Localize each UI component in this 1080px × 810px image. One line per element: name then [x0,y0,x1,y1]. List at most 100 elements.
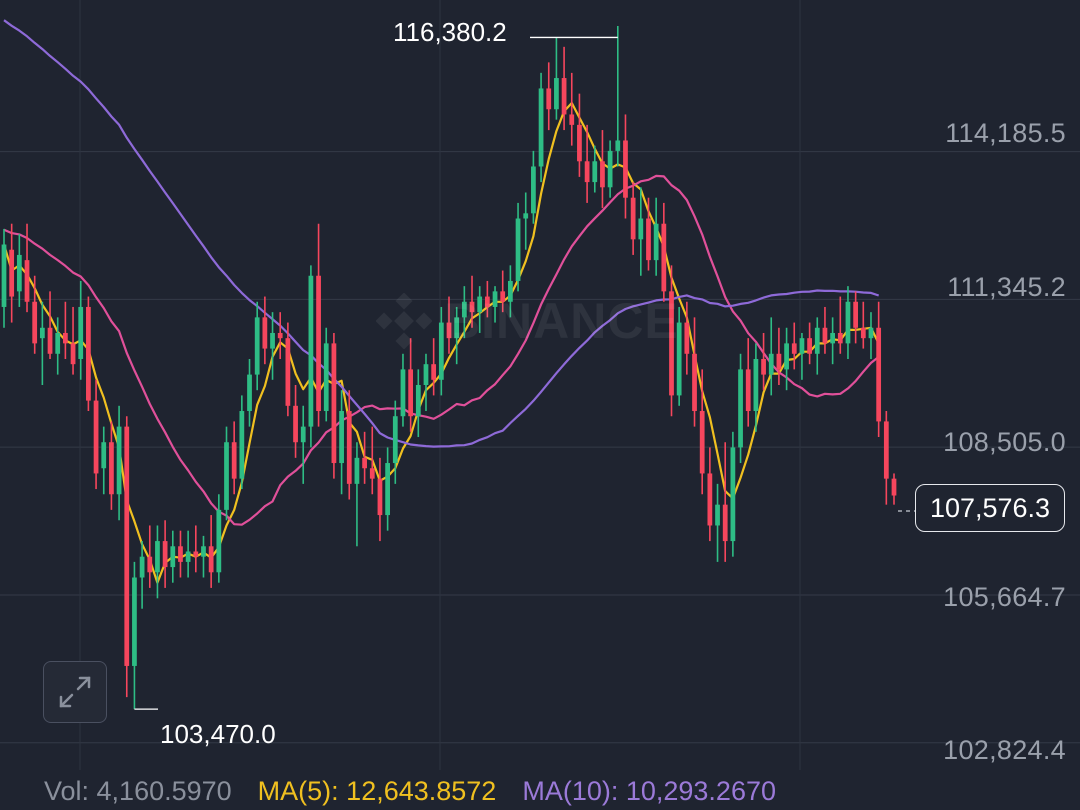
candle [147,525,153,588]
candle [784,327,789,391]
candle [193,525,199,573]
expand-chart-button[interactable] [43,661,107,723]
candle [63,301,68,359]
candle [400,353,406,427]
candlestick-chart[interactable] [0,0,1080,770]
candle [70,306,76,375]
candle [515,202,521,292]
candle-body [231,442,237,479]
candle [392,400,398,484]
candle-body [876,327,882,422]
candle [423,353,429,412]
candle-body [208,546,214,573]
candle [531,150,536,224]
y-tick-label: 111,345.2 [947,272,1066,302]
candle-body [16,254,22,292]
candle [615,26,621,167]
y-tick-label: 108,505.0 [943,427,1066,457]
candle-body [707,473,713,526]
candle-body [492,291,498,307]
candle-body [431,364,437,380]
candle [761,332,766,391]
candle-body [623,140,628,198]
candle [623,114,628,219]
candle [254,301,260,391]
candle [300,405,306,484]
candle-body [354,457,360,484]
candle-body [822,327,828,344]
candle [692,317,697,427]
candle [584,124,590,203]
candle [546,62,552,131]
candle [768,317,774,396]
candle [316,223,321,427]
candle-body [9,249,15,297]
candle [454,306,460,365]
candle [78,280,84,380]
candle-body [185,551,191,562]
candle [346,390,352,500]
candle [492,286,498,323]
candle-body [1,244,7,307]
candle-body [500,291,506,302]
candle [661,202,667,302]
candle [508,265,513,318]
candle-body [254,317,260,375]
candle-body [331,343,337,464]
candle [484,280,490,318]
chart-grid [0,0,1080,770]
candle-body [32,301,38,344]
candle-body [554,78,559,110]
candle [592,145,598,193]
candle-body [423,364,429,385]
expand-arrows-icon [59,676,91,708]
candle-body [638,218,644,240]
candle-body [377,478,383,516]
candle [285,322,291,417]
candle [170,530,176,583]
candle-body [362,457,367,469]
candle [231,421,237,495]
candle [132,561,137,710]
candle [860,301,866,349]
candle-body [139,556,145,578]
candle [438,306,444,396]
candle-body [653,223,659,261]
candle-body [891,478,897,496]
candle [630,182,636,255]
candle-body [523,213,529,219]
candle-body [285,338,291,406]
candle [377,457,383,542]
volume-label: Vol: 4,160.5970 [44,775,232,806]
candle-body [768,353,774,375]
candle-body [385,463,390,516]
candle-body [454,317,460,339]
candle-body [584,161,590,183]
candle-body [860,327,866,339]
candle [715,483,720,562]
candle-body [63,332,68,344]
candle [554,37,559,120]
candle-body [93,400,99,474]
candle [822,306,828,354]
price-markers [134,36,915,710]
candle-body [392,416,398,464]
candle-body [116,426,122,495]
candle-body [400,369,406,417]
candle [676,306,682,406]
candle [208,515,214,588]
candle-body [170,546,176,568]
candle-body [293,405,298,443]
candle-body [247,374,252,412]
candle [93,379,99,490]
candle [684,301,690,375]
candle-body [132,577,137,666]
candle [868,312,874,359]
candle-body [776,353,782,370]
candle-body [531,166,536,214]
candle [32,275,38,354]
candle [155,525,160,599]
candle-body [814,327,820,354]
candle [354,442,360,547]
last-price-badge[interactable]: 107,576.3 [915,484,1065,532]
